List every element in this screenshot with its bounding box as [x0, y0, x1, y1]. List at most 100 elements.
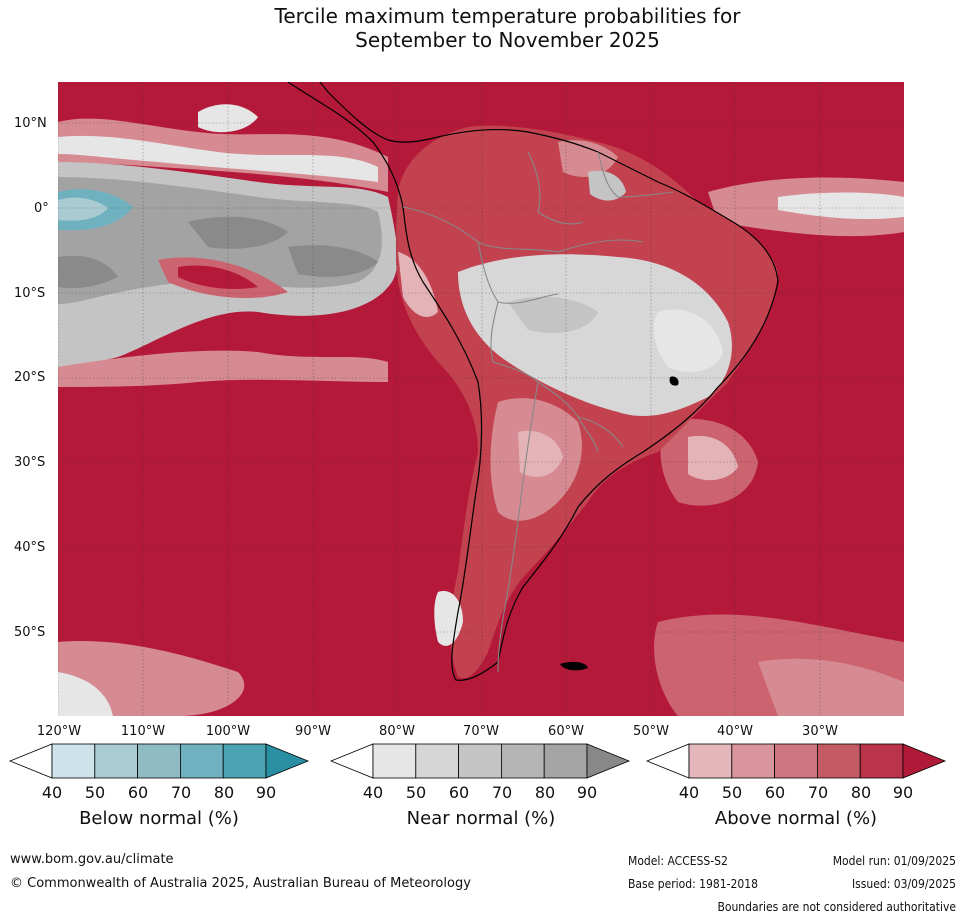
colorbar-extend-high — [586, 743, 631, 779]
country-borders — [402, 151, 674, 673]
title-line-1: Tercile maximum temperature probabilitie… — [274, 4, 741, 28]
title-line-2: September to November 2025 — [355, 28, 660, 52]
colorbar-above-label: Above normal (%) — [714, 808, 878, 829]
colorbar-segment — [372, 743, 417, 779]
near-patch-southwest — [58, 672, 113, 716]
lon-label-90w: 90°W — [295, 724, 331, 739]
colorbar-near-label: Near normal (%) — [406, 808, 556, 829]
colorbar-segment — [51, 743, 96, 779]
colorbar-near — [330, 743, 632, 781]
colorbar-segment — [543, 743, 588, 779]
tick-label: 50 — [84, 783, 106, 802]
colorbar-above-svg — [646, 743, 947, 779]
colorbar-below — [9, 743, 311, 781]
lat-label-0: 0° — [34, 201, 49, 216]
colorbar-segment — [458, 743, 502, 779]
lat-label-10n: 10°N — [14, 116, 47, 131]
lat-label-20s: 20°S — [14, 370, 46, 385]
lat-label-40s: 40°S — [14, 540, 46, 555]
above-60-band-south — [58, 350, 388, 387]
andes-lighter-strip — [398, 252, 438, 317]
graticule — [58, 82, 904, 716]
lon-label-60w: 60°W — [548, 724, 584, 739]
tick-label: 60 — [764, 783, 786, 802]
above-50-atlantic-south — [688, 435, 738, 481]
tick-label: 70 — [807, 783, 829, 802]
colorbar-segment — [415, 743, 460, 779]
colorbar-near-svg — [330, 743, 631, 779]
lat-label-10s: 10°S — [14, 286, 46, 301]
colorbar-segment — [179, 743, 224, 779]
colorbar-segment — [731, 743, 776, 779]
falklands-island — [560, 661, 588, 671]
near-90-patch-b — [58, 255, 118, 289]
colorbar-extend-high — [902, 743, 947, 779]
issued-text: Issued: 03/09/2025 — [851, 877, 956, 891]
boundaries-disclaimer: Boundaries are not considered authoritat… — [717, 900, 956, 914]
tick-label: 80 — [213, 783, 235, 802]
tick-label: 40 — [362, 783, 384, 802]
near-60-interior-a — [508, 296, 598, 333]
colorbar-segment — [816, 743, 861, 779]
colorbar-extend-low — [330, 743, 374, 779]
colorbar-segment — [94, 743, 139, 779]
colorbar-extend-low — [646, 743, 690, 779]
near-40-band-north — [58, 135, 378, 182]
probability-map — [58, 82, 904, 716]
tick-label: 90 — [576, 783, 598, 802]
above-50-la-plata — [518, 430, 563, 477]
website-link[interactable]: www.bom.gov.au/climate — [10, 852, 174, 867]
colorbar-segment — [500, 743, 545, 779]
copyright-text: © Commonwealth of Australia 2025, Austra… — [10, 876, 471, 891]
tick-label: 70 — [170, 783, 192, 802]
colorbar-extend-high — [265, 743, 310, 779]
colorbar-below-label: Below normal (%) — [79, 808, 239, 829]
map-canvas — [58, 82, 904, 716]
tick-label: 70 — [491, 783, 513, 802]
lon-label-120w: 120°W — [36, 724, 82, 739]
above-90-patch-eq — [178, 265, 258, 289]
tick-label: 50 — [721, 783, 743, 802]
tick-label: 80 — [850, 783, 872, 802]
tick-label: 80 — [534, 783, 556, 802]
near-90-patch-c — [288, 245, 378, 277]
near-patch-patagonia — [434, 591, 463, 646]
base-period-text: Base period: 1981-2018 — [628, 877, 759, 891]
coastline — [287, 82, 779, 681]
near-90-patch-a — [188, 216, 288, 249]
tick-label: 60 — [448, 783, 470, 802]
near-40-brazil-east — [653, 309, 723, 372]
lon-label-110w: 110°W — [120, 724, 166, 739]
lon-label-100w: 100°W — [205, 724, 251, 739]
below-50-core — [58, 197, 108, 221]
tick-label: 90 — [892, 783, 914, 802]
lat-label-30s: 30°S — [14, 455, 46, 470]
above-60-band-southeast — [758, 658, 904, 716]
colorbar-segment — [222, 743, 267, 779]
lon-label-30w: 30°W — [802, 724, 838, 739]
colorbar-segment — [688, 743, 733, 779]
colorbar-above — [646, 743, 948, 781]
island-marker — [669, 376, 679, 386]
above-60-venezuela — [558, 140, 618, 177]
tick-label: 40 — [678, 783, 700, 802]
colorbar-segment — [774, 743, 818, 779]
tick-label: 60 — [127, 783, 149, 802]
lon-label-40w: 40°W — [717, 724, 753, 739]
near-patch-guiana — [588, 170, 626, 201]
near-patch-atlantic-north — [778, 192, 904, 220]
colorbar-segment — [859, 743, 904, 779]
lat-label-50s: 50°S — [14, 625, 46, 640]
lon-label-50w: 50°W — [633, 724, 669, 739]
colorbar-below-svg — [9, 743, 310, 779]
lon-label-70w: 70°W — [463, 724, 499, 739]
map-title: Tercile maximum temperature probabilitie… — [0, 4, 965, 52]
colorbar-segment — [137, 743, 181, 779]
colorbar-extend-low — [9, 743, 53, 779]
tick-label: 50 — [405, 783, 427, 802]
model-text: Model: ACCESS-S2 — [628, 854, 728, 868]
lon-label-80w: 80°W — [379, 724, 415, 739]
model-run-text: Model run: 01/09/2025 — [832, 854, 956, 868]
near-normal-interior — [458, 254, 732, 417]
tick-label: 40 — [41, 783, 63, 802]
